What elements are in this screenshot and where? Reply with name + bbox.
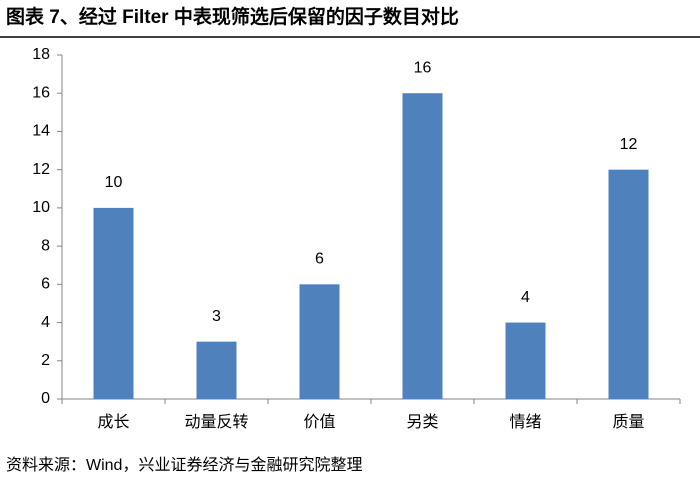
bar: [505, 322, 546, 399]
bar: [608, 169, 649, 399]
source-note: 资料来源：Wind，兴业证券经济与金融研究院整理: [6, 456, 362, 474]
data-label: 10: [105, 174, 123, 191]
x-tick-label: 另类: [406, 413, 438, 431]
y-tick-label: 18: [32, 46, 50, 63]
x-tick-label: 情绪: [509, 413, 541, 431]
bar: [402, 93, 443, 399]
bar: [299, 284, 340, 399]
data-label: 6: [315, 251, 324, 268]
y-tick-label: 16: [32, 84, 50, 101]
y-tick-label: 6: [41, 276, 50, 293]
y-tick-label: 0: [41, 390, 50, 407]
y-tick-label: 10: [32, 199, 50, 216]
x-tick-label: 动量反转: [184, 413, 248, 431]
y-tick-label: 12: [32, 161, 50, 178]
chart-title: 图表 7、经过 Filter 中表现筛选后保留的因子数目对比: [6, 5, 459, 28]
x-tick-label: 成长: [97, 413, 129, 431]
x-tick-label: 价值: [303, 413, 335, 431]
y-tick-label: 2: [41, 352, 50, 369]
data-label: 3: [212, 308, 221, 325]
data-label: 4: [521, 289, 530, 306]
y-tick-label: 8: [41, 237, 50, 254]
data-label: 16: [414, 59, 432, 76]
bar: [93, 207, 134, 399]
y-tick-label: 14: [32, 123, 50, 140]
x-tick-label: 质量: [612, 413, 644, 431]
y-tick-label: 4: [41, 314, 50, 331]
bar: [196, 341, 237, 399]
data-label: 12: [620, 136, 638, 153]
